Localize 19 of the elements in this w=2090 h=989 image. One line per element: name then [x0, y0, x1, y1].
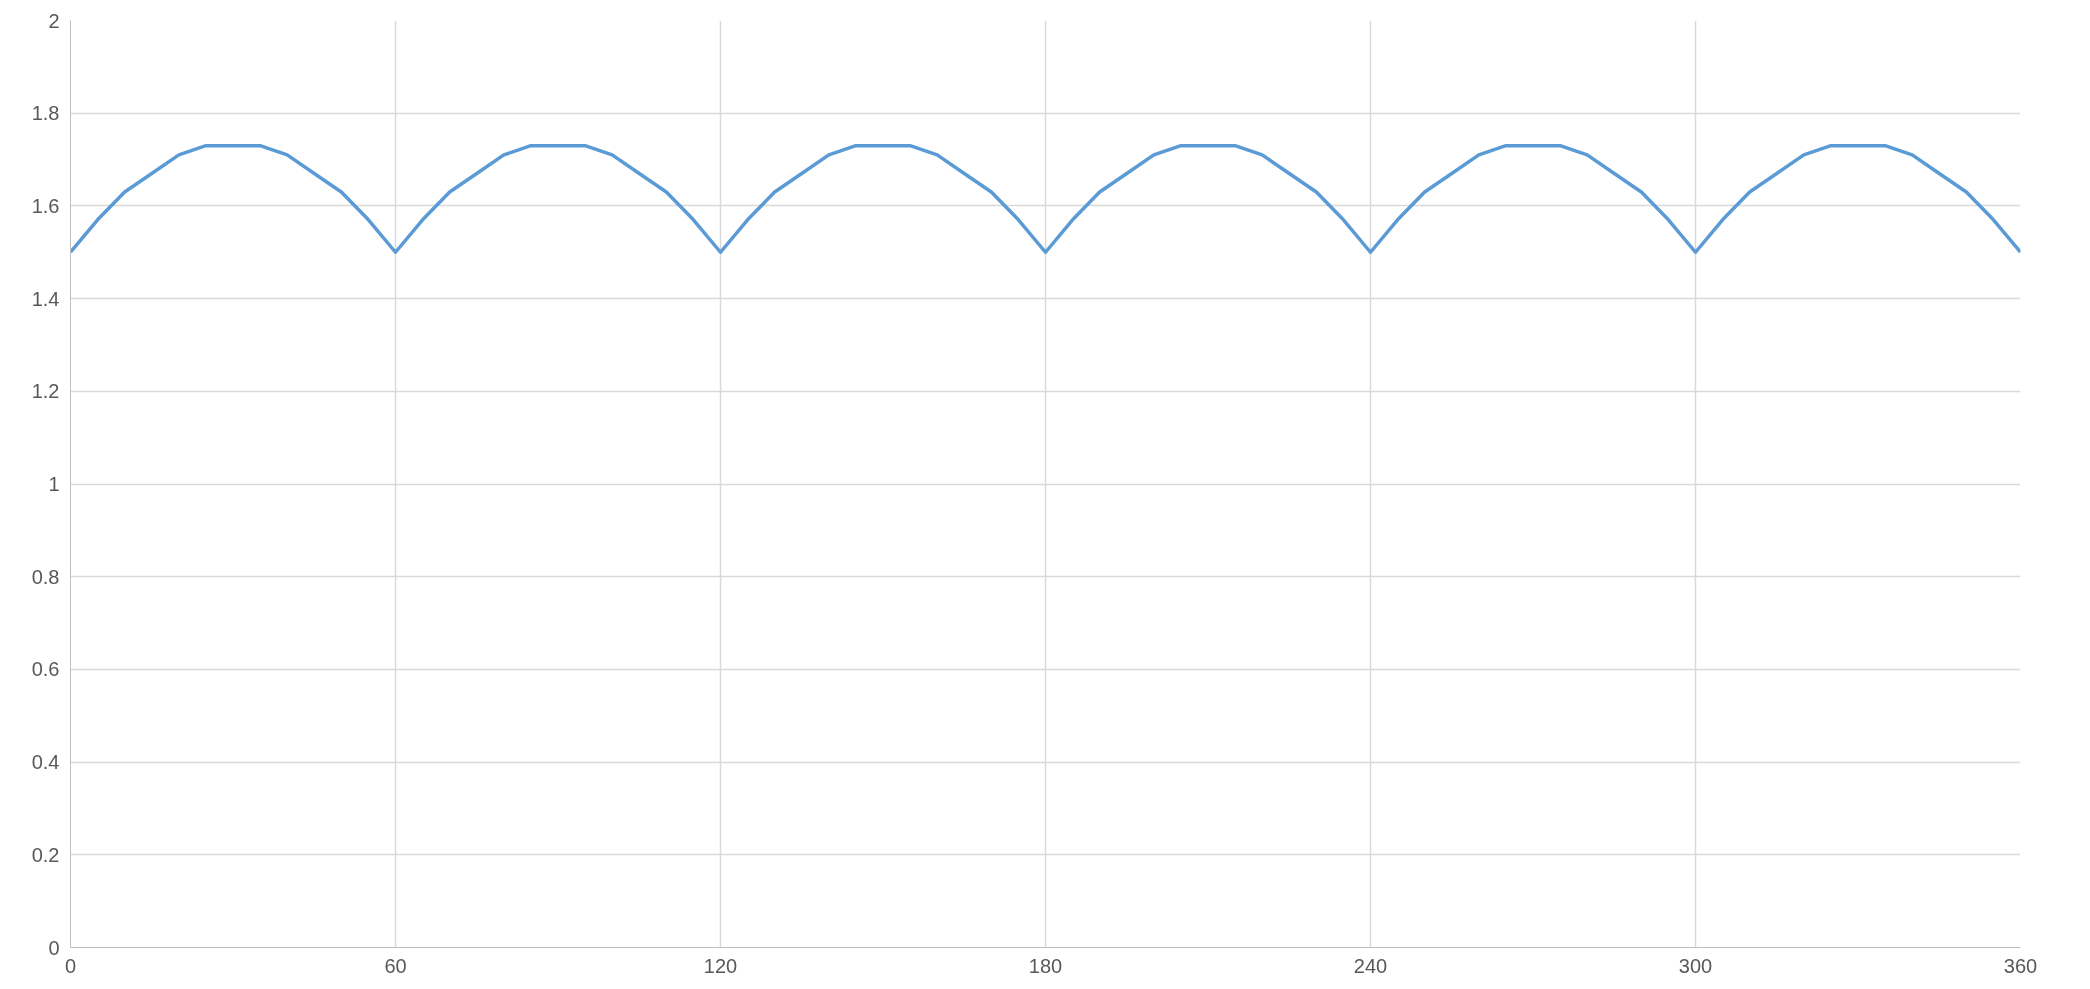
y-tick-label: 0.8	[31, 565, 60, 588]
x-tick-label: 0	[64, 954, 77, 977]
y-tick-label: 1.2	[31, 380, 60, 403]
x-tick-label: 120	[703, 954, 738, 977]
x-tick-label: 360	[2003, 954, 2038, 977]
y-tick-label: 0.4	[31, 751, 60, 774]
y-tick-label: 0.6	[31, 658, 60, 681]
line-series	[70, 143, 2021, 254]
x-tick-label: 60	[384, 954, 407, 977]
x-tick-label: 300	[1678, 954, 1713, 977]
y-tick-label: 1.6	[31, 194, 60, 217]
y-tick-label: 0.2	[31, 843, 60, 866]
y-tick-label: 0	[48, 936, 60, 959]
y-tick-label: 1	[48, 473, 60, 495]
x-tick-label: 240	[1353, 954, 1388, 977]
x-tick-label: 180	[1028, 954, 1063, 977]
y-tick-label: 2	[48, 9, 60, 32]
y-tick-label: 1.8	[31, 102, 60, 125]
y-tick-label: 1.4	[31, 287, 60, 310]
